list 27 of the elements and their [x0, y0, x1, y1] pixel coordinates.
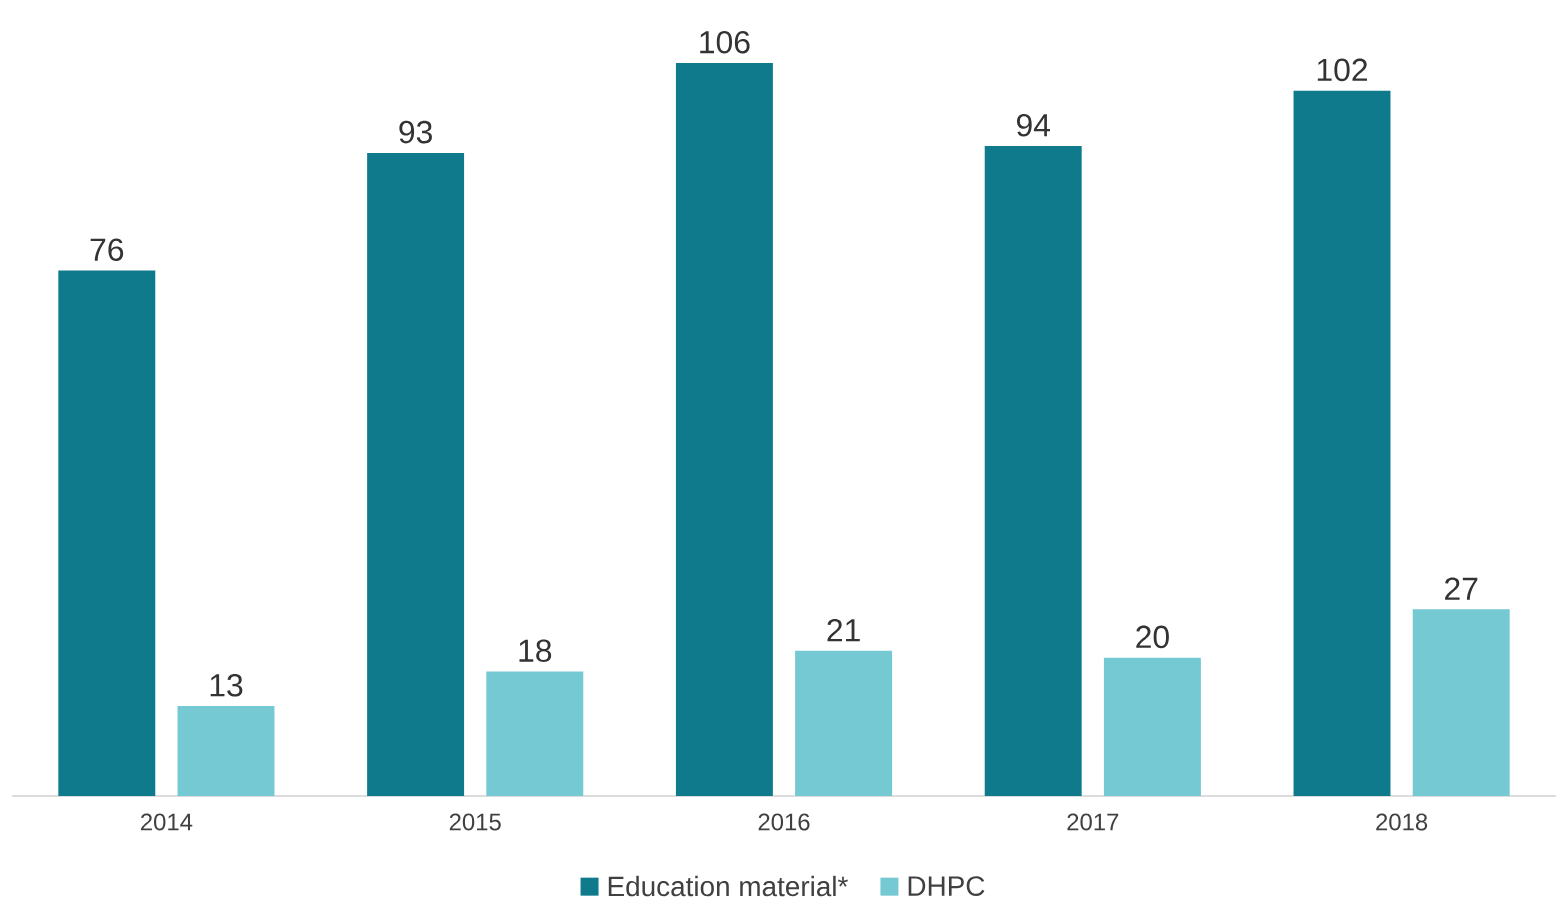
- bar: [177, 706, 275, 796]
- x-tick-label: 2018: [1376, 813, 1428, 831]
- bar: [795, 650, 893, 796]
- legend-label: DHPC: [908, 876, 985, 896]
- data-label: 18: [519, 639, 552, 663]
- bar: [367, 152, 465, 796]
- data-label: 102: [1317, 58, 1367, 82]
- bar: [675, 63, 773, 796]
- data-label: 94: [1016, 113, 1050, 137]
- data-label: 93: [399, 120, 432, 144]
- x-tick-label: 2015: [449, 813, 501, 831]
- data-label: 20: [1136, 625, 1169, 649]
- bar: [1293, 90, 1391, 796]
- data-label: 106: [700, 30, 750, 54]
- legend-label: Education material*: [608, 875, 848, 897]
- bar: [486, 671, 584, 796]
- data-label: 76: [90, 238, 124, 261]
- x-tick-label: 2017: [1067, 813, 1119, 831]
- bar: [58, 270, 156, 796]
- data-label: 27: [1445, 577, 1478, 600]
- bar: [1103, 657, 1201, 796]
- x-tick-label: 2014: [141, 813, 193, 831]
- x-tick-label: 2016: [758, 813, 810, 831]
- data-label: 13: [210, 674, 243, 697]
- bar: [1412, 609, 1510, 796]
- data-label: 21: [827, 619, 860, 642]
- bar: [984, 145, 1082, 796]
